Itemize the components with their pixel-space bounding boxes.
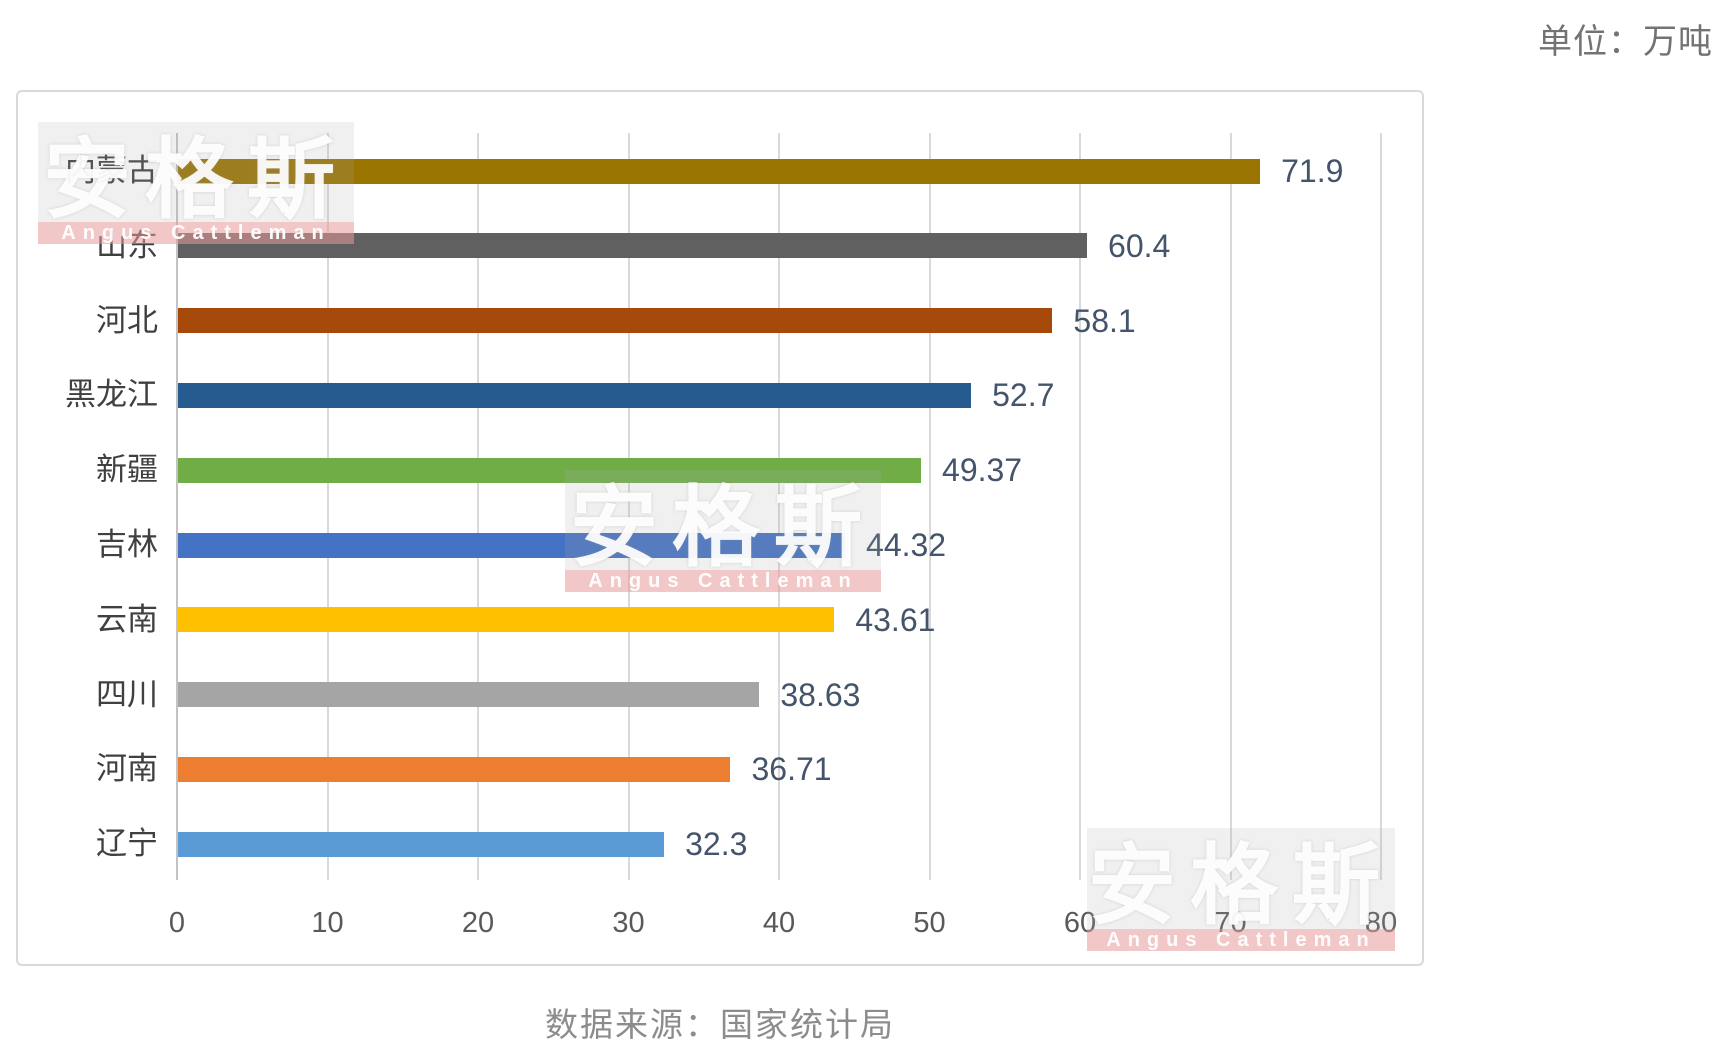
bar-value-label-10: 32.3 <box>685 826 748 863</box>
category-label-8: 四川 <box>96 676 158 712</box>
x-axis-tick-label: 0 <box>168 907 186 939</box>
bar-6 <box>178 532 846 558</box>
category-label-1: 内蒙古 <box>65 153 158 188</box>
bar-5 <box>178 457 922 483</box>
gridline-x-70 <box>1229 133 1232 880</box>
gridline-x-80 <box>1380 133 1382 880</box>
bar-2 <box>178 233 1088 259</box>
bar-9 <box>178 756 731 782</box>
bar-7 <box>178 607 835 633</box>
bar-value-label-4: 52.7 <box>992 377 1055 414</box>
bar-3 <box>178 308 1053 334</box>
category-label-6: 吉林 <box>96 527 158 562</box>
gridline-x-0 <box>176 133 178 880</box>
bar-value-label-8: 38.63 <box>780 676 861 713</box>
x-axis-tick-label: 70 <box>1214 907 1247 939</box>
gridline-x-50 <box>928 133 931 880</box>
bar-value-label-9: 36.71 <box>751 751 832 788</box>
unit-label: 单位：万吨 <box>1538 23 1713 61</box>
gridline-x-60 <box>1079 133 1081 880</box>
category-label-5: 新疆 <box>96 452 158 488</box>
x-axis-tick-label: 20 <box>461 907 495 939</box>
gridline-x-10 <box>326 133 329 880</box>
x-axis-tick-label: 60 <box>1063 907 1097 939</box>
bar-1 <box>178 158 1261 184</box>
gridline-x-40 <box>778 133 780 880</box>
x-axis-tick-label: 80 <box>1364 907 1398 939</box>
x-axis-tick-label: 40 <box>762 907 796 939</box>
category-label-10: 辽宁 <box>96 826 158 862</box>
bar-value-label-7: 43.61 <box>855 601 936 638</box>
chart-plot-area: 内蒙古山东河北黑龙江新疆吉林云南四川河南辽宁 71.9 60.4 58.1 52.7 4… <box>16 90 1424 966</box>
bar-value-label-1: 71.9 <box>1281 153 1344 189</box>
bar-value-label-6: 44.32 <box>866 527 947 563</box>
bar-10 <box>178 831 665 857</box>
bar-8 <box>178 682 760 708</box>
category-label-9: 河南 <box>96 751 158 787</box>
category-label-2: 山东 <box>96 227 158 263</box>
gridline-x-20 <box>477 133 479 880</box>
source-caption: 数据来源：国家统计局 <box>545 1006 895 1043</box>
x-axis-tick-label: 30 <box>612 907 645 939</box>
category-label-3: 河北 <box>96 302 158 338</box>
bar-value-label-5: 49.37 <box>942 452 1023 489</box>
bar-4 <box>178 382 972 408</box>
x-axis-tick-label: 50 <box>913 907 946 939</box>
gridline-x-30 <box>627 133 630 880</box>
bar-value-label-2: 60.4 <box>1108 227 1171 264</box>
category-label-7: 云南 <box>96 601 158 637</box>
category-label-4: 黑龙江 <box>65 377 158 413</box>
x-axis-tick-label: 10 <box>311 907 344 939</box>
bar-value-label-3: 58.1 <box>1073 302 1136 339</box>
